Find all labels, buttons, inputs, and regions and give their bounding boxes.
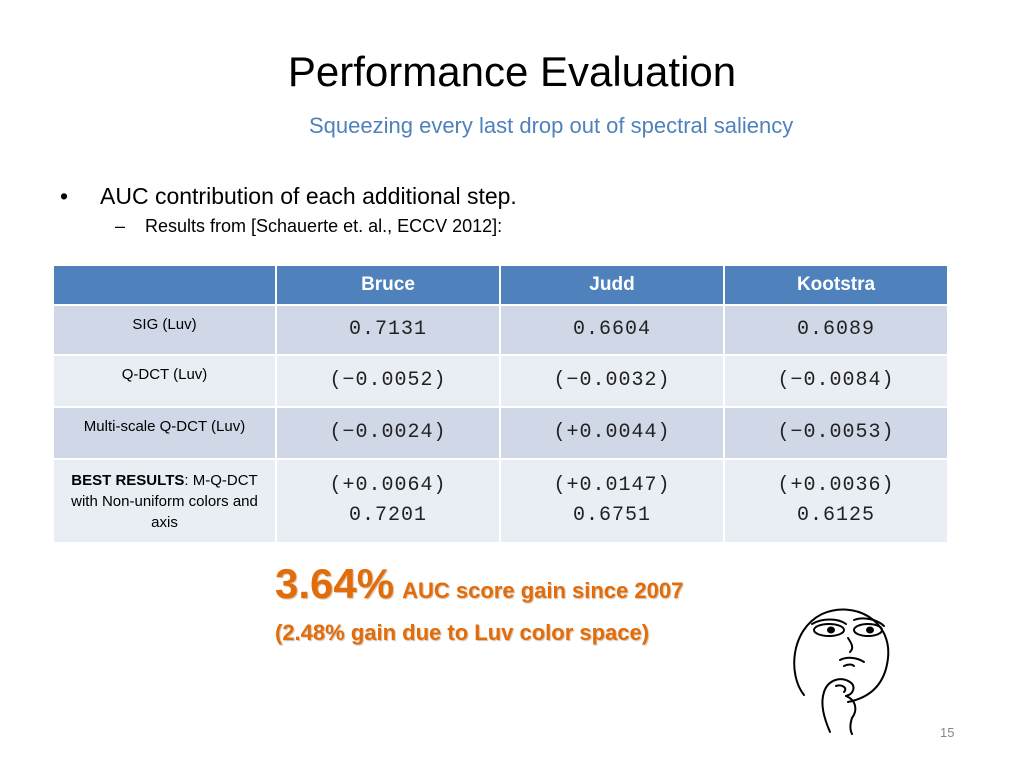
results-table: Bruce Judd Kootstra SIG (Luv) 0.7131 0.6…: [52, 264, 949, 544]
cell-bruce: (−0.0024): [275, 406, 501, 460]
header-kootstra: Kootstra: [723, 264, 949, 306]
cell-kootstra: 0.6089: [723, 304, 949, 356]
row-label: Q-DCT (Luv): [52, 354, 277, 408]
slide-subtitle: Squeezing every last drop out of spectra…: [309, 113, 794, 138]
gain-note: (2.48% gain due to Luv color space): [275, 620, 650, 645]
bullet-text: AUC contribution of each additional step…: [100, 183, 517, 209]
cell-value: 0.6125: [796, 504, 875, 527]
dash-icon: –: [115, 216, 126, 236]
cell-delta: (+0.0064): [329, 474, 447, 497]
row-label-bold: BEST RESULTS: [71, 471, 185, 489]
gain-highlight: 3.64% AUC score gain since 2007: [275, 558, 683, 610]
thinking-face-icon: [793, 608, 890, 735]
table-row: Multi-scale Q-DCT (Luv) (−0.0024) (+0.00…: [52, 406, 949, 460]
cell-kootstra: (−0.0084): [723, 354, 949, 408]
cell-bruce: 0.7131: [275, 304, 501, 356]
row-label: SIG (Luv): [52, 304, 277, 356]
cell-judd: (+0.0044): [499, 406, 725, 460]
row-label: BEST RESULTS: M-Q-DCT with Non-uniform c…: [52, 458, 277, 544]
cell-delta: (+0.0036): [777, 474, 895, 497]
cell-bruce: (−0.0052): [275, 354, 501, 408]
row-label: Multi-scale Q-DCT (Luv): [52, 406, 277, 460]
cell-judd: 0.6604: [499, 304, 725, 356]
table-row: SIG (Luv) 0.7131 0.6604 0.6089: [52, 304, 949, 356]
gain-caption: AUC score gain since 2007: [402, 578, 684, 603]
row-label-rest: : M-Q-DCT with Non-uniform colors and ax…: [71, 471, 258, 531]
header-judd: Judd: [499, 264, 725, 306]
page-number: 15: [940, 725, 955, 740]
sub-bullet-item: – Results from [Schauerte et. al., ECCV 2…: [115, 213, 502, 239]
cell-value: 0.7201: [348, 504, 427, 527]
cell-kootstra: (−0.0053): [723, 406, 949, 460]
cell-judd: (+0.0147) 0.6751: [499, 458, 725, 544]
table-header-row: Bruce Judd Kootstra: [52, 264, 949, 306]
slide-title: Performance Evaluation: [287, 48, 737, 95]
cell-bruce: (+0.0064) 0.7201: [275, 458, 501, 544]
cell-value: 0.6751: [572, 504, 651, 527]
header-bruce: Bruce: [275, 264, 501, 306]
cell-kootstra: (+0.0036) 0.6125: [723, 458, 949, 544]
sub-bullet-text: Results from [Schauerte et. al., ECCV 20…: [145, 216, 503, 236]
gain-percent: 3.64%: [275, 560, 395, 607]
bullet-item: • AUC contribution of each additional ste…: [60, 181, 517, 211]
table-row: BEST RESULTS: M-Q-DCT with Non-uniform c…: [52, 458, 949, 544]
header-empty: [52, 264, 277, 306]
cell-judd: (−0.0032): [499, 354, 725, 408]
cell-delta: (+0.0147): [553, 474, 671, 497]
bullet-icon: •: [60, 183, 69, 209]
table-row: Q-DCT (Luv) (−0.0052) (−0.0032) (−0.0084…: [52, 354, 949, 408]
